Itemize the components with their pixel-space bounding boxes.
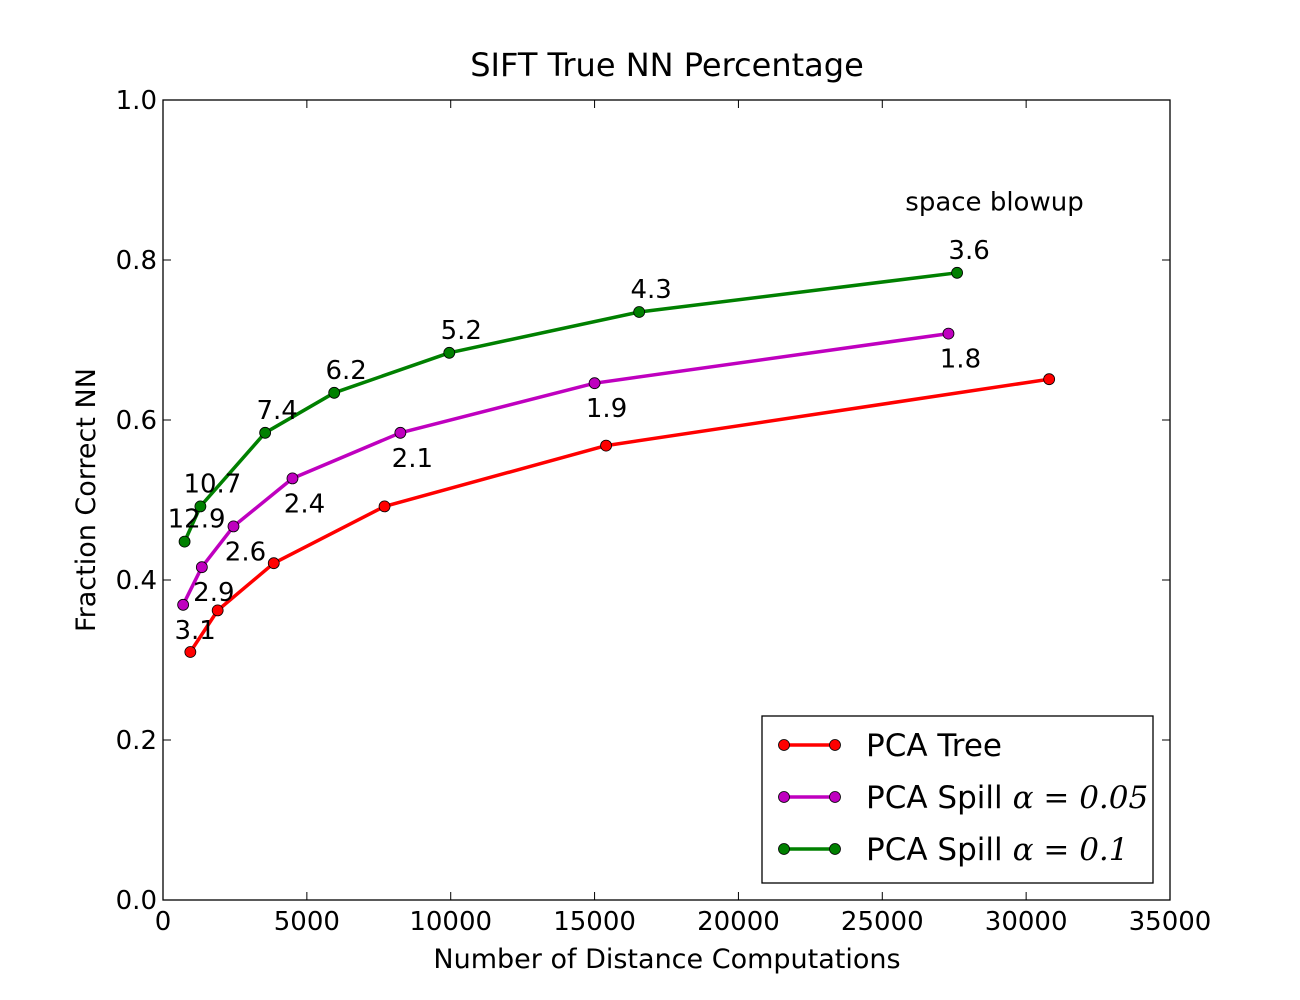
legend-marker	[778, 843, 790, 855]
data-point	[600, 439, 612, 452]
legend-marker	[778, 739, 790, 751]
point-label: 6.2	[326, 356, 367, 386]
point-labels: 3.1 2.9 2.6 2.4 2.1 1.9 1.8 12.9 10.7 7.4 6.2 5.2 4.…	[168, 187, 1084, 645]
y-axis-label: Fraction Correct NN	[71, 368, 102, 632]
data-point	[633, 306, 646, 318]
series-layer	[177, 266, 1056, 658]
legend-label: PCA Spill α = 0.1	[866, 832, 1129, 868]
x-axis-label: Number of Distance Computations	[433, 944, 900, 975]
series-3	[178, 266, 963, 548]
legend: PCA Tree PCA Spill α = 0.05 PCA Spill α = 0.…	[761, 715, 1154, 884]
point-label: 12.9	[168, 505, 226, 535]
y-tick-label: 0.0	[116, 886, 157, 916]
series-line	[188, 377, 1050, 653]
y-tick-label: 1.0	[116, 86, 157, 116]
point-label: 2.6	[225, 537, 266, 567]
legend-marker	[829, 791, 841, 803]
point-label: 4.3	[630, 275, 671, 305]
chart-title: SIFT True NN Percentage	[470, 46, 864, 84]
data-point	[211, 604, 224, 617]
data-point	[177, 598, 190, 611]
legend-entry-2: PCA Spill α = 0.05	[778, 780, 1148, 816]
data-point	[588, 377, 601, 390]
legend-series-param: α = 0.1	[1013, 832, 1129, 868]
legend-label: PCA Spill α = 0.05	[866, 780, 1148, 816]
x-tick-label: 20000	[697, 907, 780, 937]
legend-series-name: PCA Tree	[866, 728, 1002, 764]
point-label: 5.2	[441, 316, 482, 346]
point-label: 2.9	[193, 578, 234, 608]
y-tick-label: 0.6	[116, 406, 157, 436]
data-point	[194, 500, 207, 513]
data-point	[195, 561, 208, 574]
series-2	[177, 327, 955, 611]
legend-marker	[778, 791, 790, 803]
legend-series-param: α = 0.05	[1013, 780, 1149, 816]
legend-entry-1: PCA Tree	[778, 728, 1002, 764]
legend-series-name: PCA Spill	[866, 832, 1003, 868]
data-point	[178, 535, 191, 548]
data-point	[378, 500, 391, 513]
x-tick-label: 35000	[1129, 907, 1212, 937]
axis-tick-labels: 0 5000 10000 15000 20000 25000 30000 35000 0.0 0.…	[116, 86, 1212, 937]
y-tick-label: 0.2	[116, 726, 157, 756]
point-label: 7.4	[256, 396, 297, 426]
point-label: 2.4	[284, 489, 325, 519]
data-point	[184, 646, 197, 658]
legend-label: PCA Tree	[866, 728, 1002, 764]
point-label: 10.7	[183, 469, 241, 499]
data-point	[227, 520, 240, 533]
annotation-text: space blowup	[905, 187, 1083, 217]
legend-marker	[829, 739, 841, 751]
x-tick-label: 15000	[553, 907, 636, 937]
series-1	[184, 373, 1056, 658]
data-point	[951, 266, 963, 279]
point-label: 1.8	[940, 345, 981, 375]
data-point	[1043, 373, 1056, 386]
point-label: 3.6	[948, 236, 989, 266]
y-tick-label: 0.4	[116, 566, 157, 596]
data-point	[259, 426, 272, 439]
y-tick-label: 0.8	[116, 246, 157, 276]
data-point	[394, 426, 407, 439]
x-tick-label: 25000	[841, 907, 924, 937]
x-tick-label: 30000	[985, 907, 1068, 937]
point-label: 2.1	[392, 444, 433, 474]
x-tick-label: 10000	[409, 907, 492, 937]
data-point	[328, 386, 341, 399]
legend-marker	[829, 843, 841, 855]
data-point	[443, 346, 456, 359]
legend-series-name: PCA Spill	[866, 780, 1003, 816]
x-tick-label: 0	[155, 907, 172, 937]
x-tick-label: 5000	[274, 907, 340, 937]
legend-entry-3: PCA Spill α = 0.1	[778, 832, 1129, 868]
data-point	[942, 327, 955, 340]
data-point	[286, 472, 299, 485]
point-label: 3.1	[174, 616, 215, 646]
axis-ticks	[162, 99, 1171, 901]
data-point	[267, 557, 280, 570]
point-label: 1.9	[586, 394, 627, 424]
